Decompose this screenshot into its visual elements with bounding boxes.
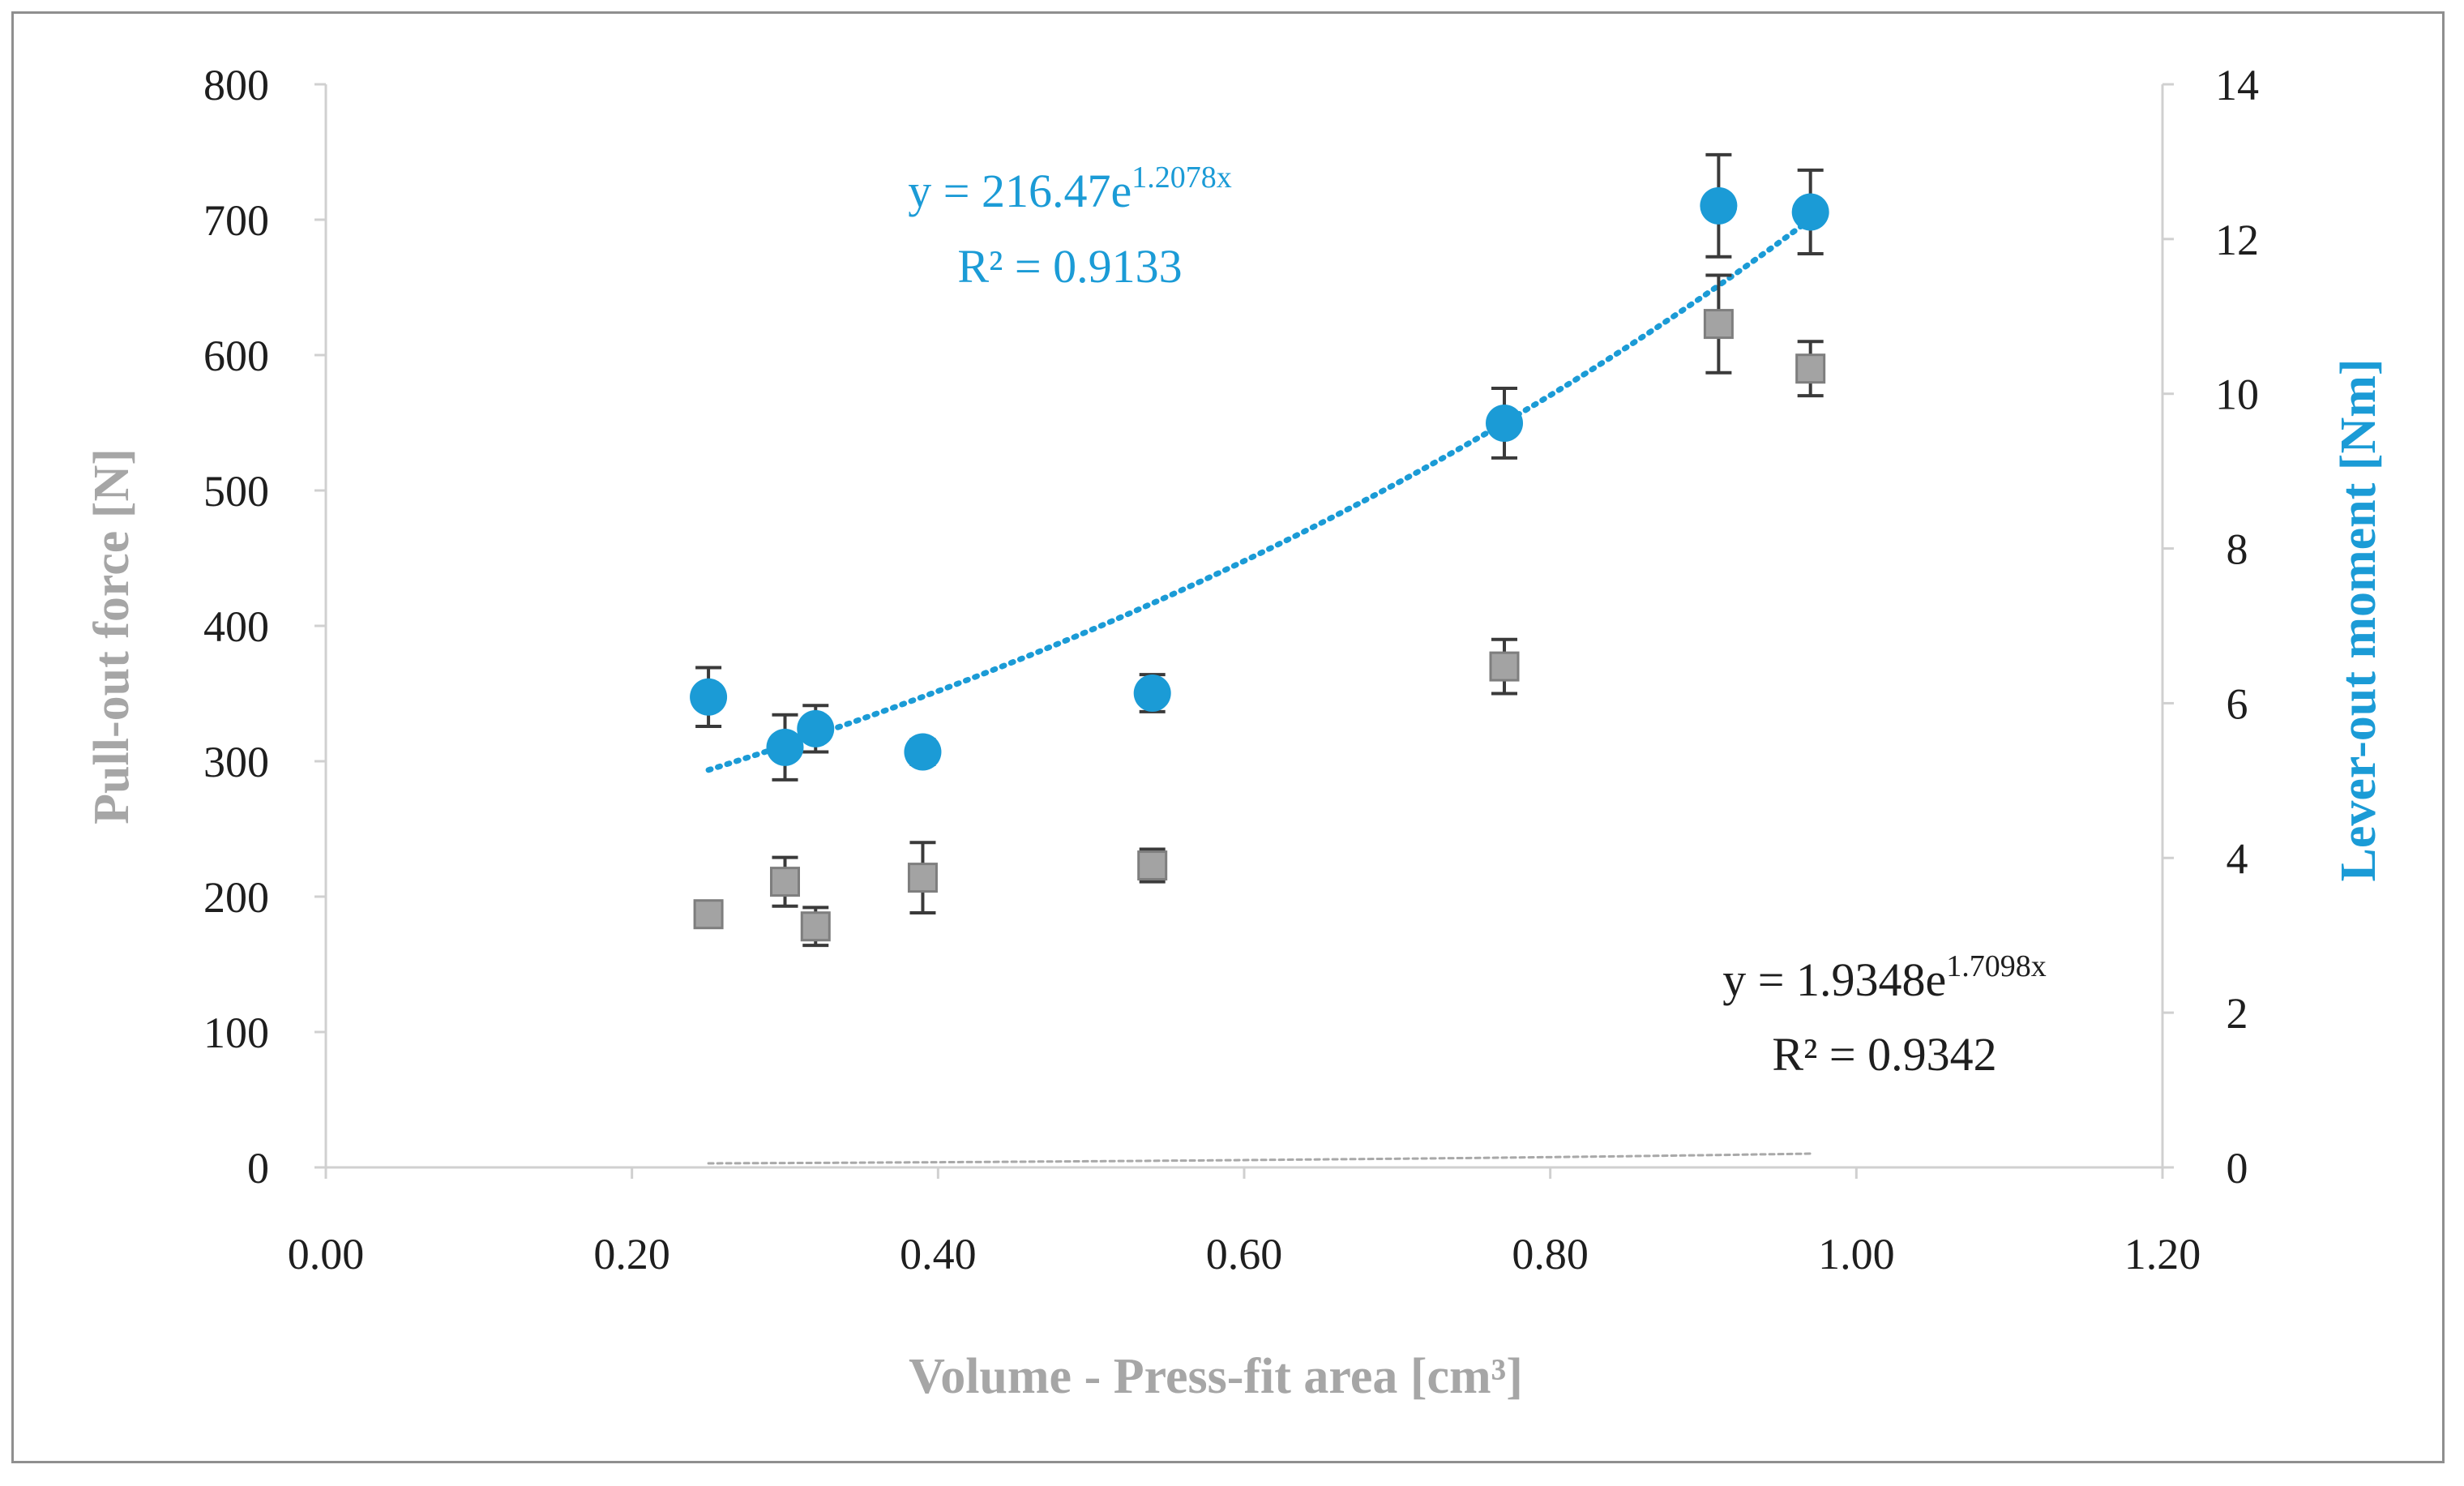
axes-layer	[314, 83, 2174, 1179]
x-tick-label: 1.20	[2124, 1230, 2201, 1278]
lever-out-point	[1791, 193, 1829, 231]
lever-out-point	[766, 728, 804, 766]
y-right-tick-label: 8	[2227, 525, 2248, 574]
labels-layer: Volume - Press-fit area [cm³] Pull-out f…	[84, 61, 2386, 1404]
y-axis-left-title: Pull-out force [N]	[84, 448, 139, 824]
gray-trend-equation: y = 1.9348e1.7098x	[1722, 949, 2046, 1006]
chart-frame	[11, 11, 2445, 1463]
y-left-tick-label: 200	[203, 873, 269, 922]
pull-out-point	[907, 863, 938, 893]
y-left-tick-label: 500	[203, 467, 269, 516]
blue-trend-equation: y = 216.47e1.2078x	[908, 161, 1231, 217]
y-left-tick-label: 700	[203, 196, 269, 245]
pull-out-point	[1703, 309, 1734, 340]
pull-out-point	[693, 899, 724, 930]
lever-out-point	[1486, 404, 1524, 442]
blue-equation-exponent: 1.2078x	[1131, 161, 1232, 195]
y-left-tick-label: 600	[203, 332, 269, 380]
x-axis-title: Volume - Press-fit area [cm³]	[909, 1349, 1523, 1404]
gray-equation-exponent: 1.7098x	[1946, 949, 2047, 983]
lever-out-point	[904, 733, 942, 771]
lever-out-point	[797, 709, 835, 747]
y-right-tick-label: 6	[2227, 679, 2248, 728]
x-tick-label: 0.60	[1206, 1230, 1283, 1278]
lever-out-point	[1133, 674, 1171, 713]
y-left-tick-label: 800	[203, 61, 269, 109]
blue-equation-base: y = 216.47e	[908, 165, 1131, 217]
pull-out-point	[1137, 850, 1168, 881]
y-right-tick-label: 12	[2215, 216, 2259, 264]
gray-equation-base: y = 1.9348e	[1722, 953, 1946, 1006]
x-tick-label: 1.00	[1818, 1230, 1895, 1278]
x-tick-label: 0.80	[1512, 1230, 1589, 1278]
y-right-tick-label: 0	[2227, 1144, 2248, 1193]
y-right-tick-label: 4	[2227, 834, 2248, 883]
y-left-tick-label: 100	[203, 1009, 269, 1057]
x-tick-label: 0.20	[593, 1230, 670, 1278]
pull-out-point	[1795, 353, 1826, 384]
pull-out-point	[770, 867, 800, 897]
gray-trend-r2: R² = 0.9342	[1772, 1028, 1996, 1081]
x-tick-label: 0.00	[288, 1230, 365, 1278]
y-right-tick-label: 10	[2215, 370, 2259, 419]
x-tick-label: 0.40	[900, 1230, 977, 1278]
y-right-tick-label: 14	[2215, 61, 2259, 109]
blue-trend-r2: R² = 0.9133	[957, 240, 1182, 293]
y-right-tick-label: 2	[2227, 989, 2248, 1038]
y-left-tick-label: 0	[247, 1144, 269, 1193]
error-bars-layer	[695, 152, 1824, 948]
trendlines-layer	[705, 216, 1814, 1165]
pull-out-point	[800, 911, 831, 942]
lever-out-point	[1700, 186, 1738, 225]
lever-out-point	[690, 678, 728, 716]
pull-out-trendline	[707, 1152, 1812, 1165]
y-left-tick-label: 300	[203, 738, 269, 786]
lever-out-trendline	[705, 216, 1814, 773]
pull-out-point	[1489, 651, 1520, 682]
markers-layer	[690, 186, 1829, 942]
y-left-tick-label: 400	[203, 602, 269, 651]
y-axis-right-title: Lever-out moment [Nm]	[2331, 358, 2386, 881]
